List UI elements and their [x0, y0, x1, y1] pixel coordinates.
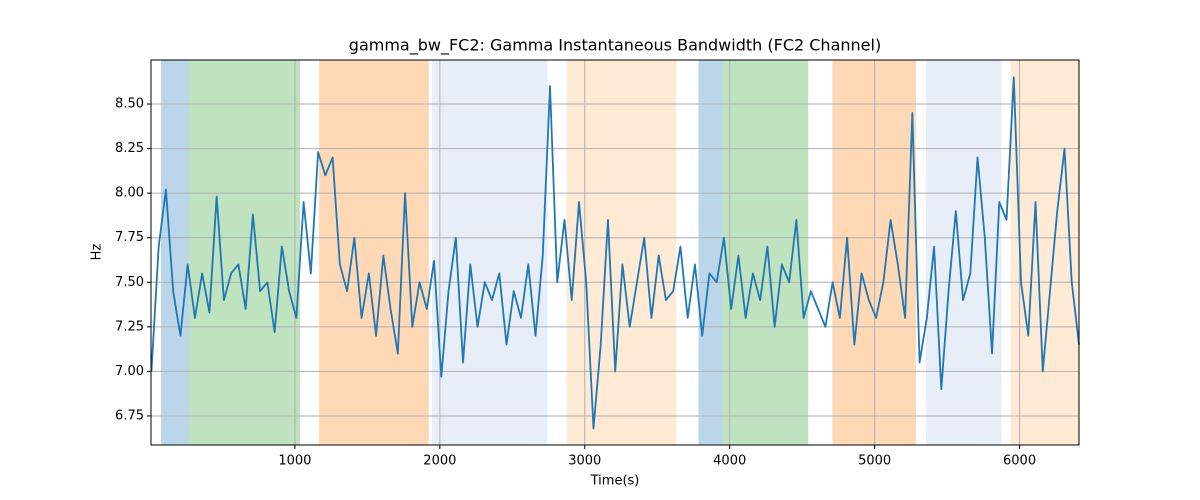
shaded-span: [431, 60, 548, 445]
x-tick-label: 6000: [1003, 454, 1036, 469]
y-tick-label: 7.50: [115, 275, 144, 290]
data-line: [150, 76, 1080, 430]
x-tick-label: 5000: [858, 454, 891, 469]
shaded-span: [319, 60, 429, 445]
shaded-span: [698, 60, 723, 445]
plot-frame: [150, 59, 1080, 446]
x-axis-label: Time(s): [590, 474, 640, 489]
shaded-span: [925, 60, 1002, 445]
y-tick-label: 7.75: [115, 230, 144, 245]
y-tick-label: 8.25: [115, 141, 144, 156]
chart-title: gamma_bw_FC2: Gamma Instantaneous Bandwi…: [349, 36, 881, 56]
y-tick-label: 8.00: [115, 186, 144, 201]
x-tick-label: 2000: [423, 454, 456, 469]
y-tick-label: 7.25: [115, 319, 144, 334]
shaded-span: [722, 60, 809, 445]
y-axis-label: Hz: [90, 244, 105, 261]
shaded-span: [1010, 60, 1079, 445]
shaded-span: [161, 60, 190, 445]
y-tick-label: 6.75: [115, 408, 144, 423]
y-tick-label: 8.50: [115, 97, 144, 112]
x-tick-label: 3000: [568, 454, 601, 469]
y-tick-label: 7.00: [115, 364, 144, 379]
x-tick-label: 1000: [278, 454, 311, 469]
x-tick-label: 4000: [713, 454, 746, 469]
